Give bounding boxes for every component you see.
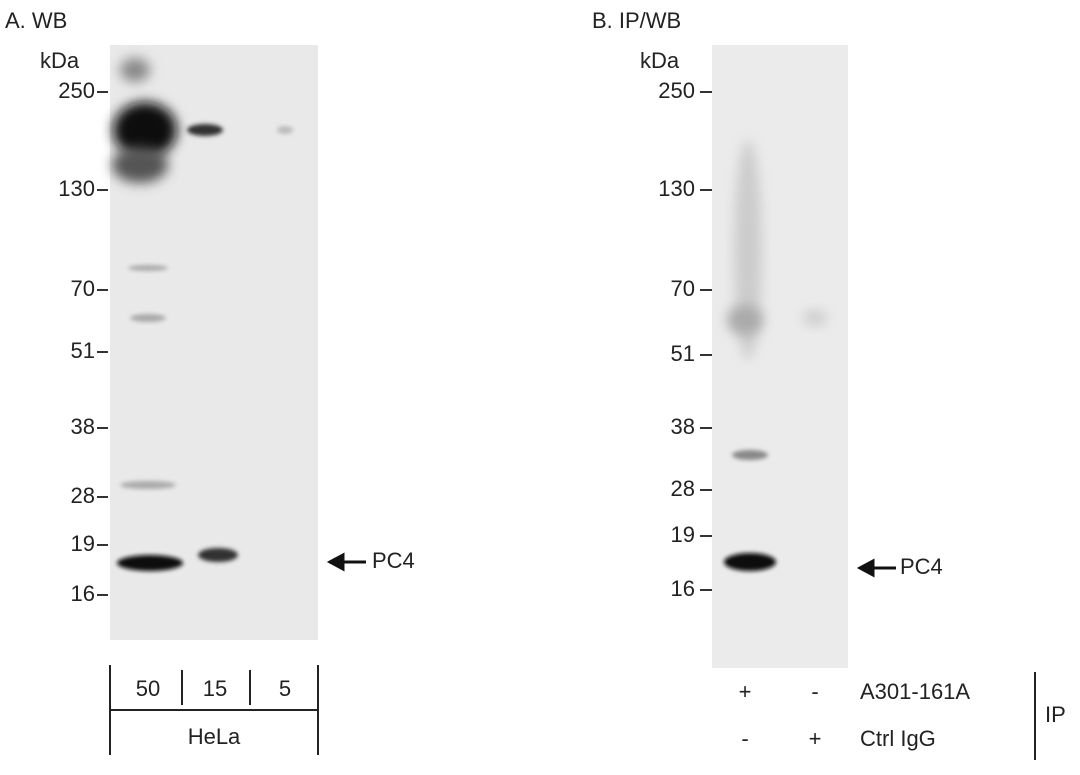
condition-sign: +	[809, 726, 822, 751]
marker-label: 19	[71, 531, 95, 556]
panel-label: A. WB	[5, 8, 67, 33]
marker-label: 250	[658, 78, 695, 103]
lane-label: 5	[279, 676, 291, 701]
marker-label: 19	[671, 522, 695, 547]
marker-label: 51	[71, 338, 95, 363]
condition-name: Ctrl IgG	[860, 726, 936, 751]
bands-a	[112, 58, 293, 571]
marker-label: 38	[671, 414, 695, 439]
group-label: IP	[1045, 702, 1066, 727]
condition-sign: -	[741, 726, 748, 751]
marker-label: 70	[671, 276, 695, 301]
marker-label: 250	[58, 78, 95, 103]
marker-label: 130	[58, 176, 95, 201]
marker-label: 130	[658, 176, 695, 201]
marker-label: 38	[71, 414, 95, 439]
blot-b	[712, 45, 848, 668]
marker-label: 16	[671, 576, 695, 601]
marker-label: 28	[71, 483, 95, 508]
marker-label: 51	[671, 341, 695, 366]
condition-sign: +	[739, 679, 752, 704]
target-label: PC4	[372, 548, 415, 573]
unit-label: kDa	[640, 48, 680, 73]
marker-label: 70	[71, 276, 95, 301]
lane-label: 50	[136, 676, 160, 701]
sample-label: HeLa	[188, 724, 241, 749]
marker-label: 16	[71, 581, 95, 606]
panel-label: B. IP/WB	[592, 8, 681, 33]
bands-b	[724, 140, 827, 571]
condition-name: A301-161A	[860, 679, 970, 704]
arrows	[326, 552, 896, 578]
marker-label: 28	[671, 476, 695, 501]
lane-label: 15	[203, 676, 227, 701]
lane-table	[109, 665, 319, 755]
unit-label: kDa	[40, 48, 80, 73]
condition-sign: -	[811, 679, 818, 704]
target-label: PC4	[900, 554, 943, 579]
